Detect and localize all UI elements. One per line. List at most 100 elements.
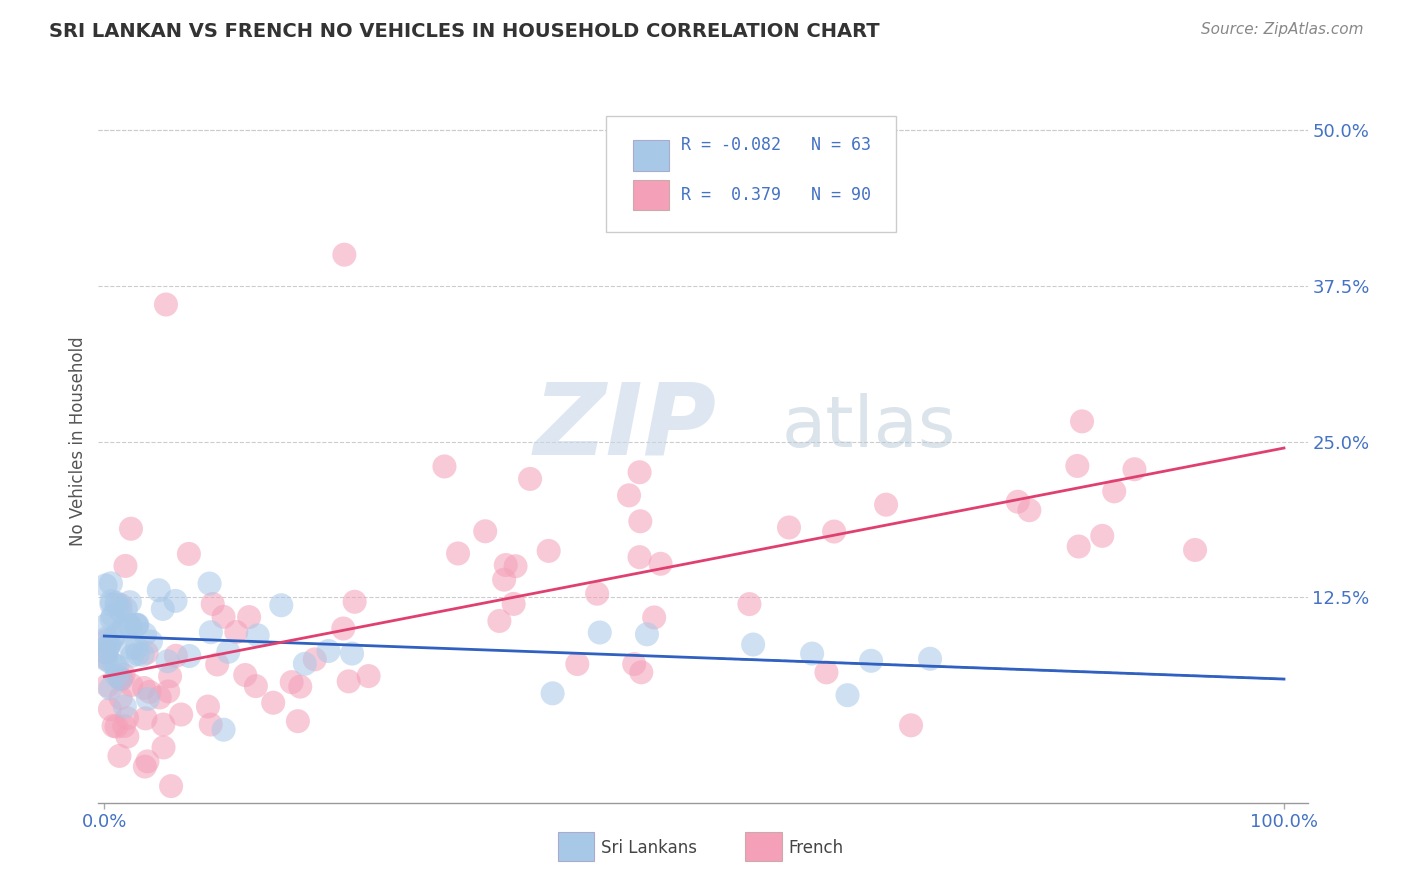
Point <box>159 669 181 683</box>
Point <box>225 624 247 639</box>
Point <box>125 640 148 655</box>
Point <box>108 748 131 763</box>
Point <box>97 638 120 652</box>
Point <box>860 211 883 225</box>
Text: Source: ZipAtlas.com: Source: ZipAtlas.com <box>1201 22 1364 37</box>
Point <box>152 602 174 616</box>
Point <box>778 520 800 534</box>
Point <box>121 648 143 663</box>
Text: French: French <box>789 838 844 856</box>
Point <box>120 678 142 692</box>
Point <box>160 779 183 793</box>
Point <box>617 488 640 502</box>
Point <box>304 652 326 666</box>
Point <box>117 617 139 632</box>
Point <box>105 627 128 641</box>
Point <box>117 730 139 744</box>
Point <box>165 594 187 608</box>
Y-axis label: No Vehicles in Household: No Vehicles in Household <box>69 336 87 547</box>
Point <box>105 720 128 734</box>
Point <box>118 595 141 609</box>
Point <box>294 657 316 671</box>
Text: R = -0.082   N = 63: R = -0.082 N = 63 <box>682 136 872 154</box>
Point <box>155 297 177 311</box>
Point <box>104 658 127 673</box>
Point <box>114 558 136 573</box>
Point <box>343 595 366 609</box>
Point <box>170 707 193 722</box>
Point <box>115 711 138 725</box>
Point <box>107 598 129 612</box>
Point <box>110 672 132 686</box>
Point <box>110 598 132 612</box>
Point <box>628 514 651 528</box>
Point <box>519 472 541 486</box>
Point <box>586 587 609 601</box>
Point <box>105 659 128 673</box>
Point <box>628 550 651 565</box>
Point <box>280 675 302 690</box>
Text: SRI LANKAN VS FRENCH NO VEHICLES IN HOUSEHOLD CORRELATION CHART: SRI LANKAN VS FRENCH NO VEHICLES IN HOUS… <box>49 22 880 41</box>
Point <box>357 669 380 683</box>
Point <box>623 657 645 671</box>
Point <box>212 723 235 737</box>
FancyBboxPatch shape <box>633 180 669 211</box>
Point <box>1091 529 1114 543</box>
Point <box>110 672 132 686</box>
Point <box>110 672 132 686</box>
FancyBboxPatch shape <box>745 831 782 861</box>
Text: R =  0.379   N = 90: R = 0.379 N = 90 <box>682 186 872 204</box>
Point <box>127 617 149 632</box>
Text: ZIP: ZIP <box>534 378 717 475</box>
Point <box>340 647 363 661</box>
Point <box>1123 462 1146 476</box>
Point <box>630 665 652 680</box>
Point <box>156 654 179 668</box>
Point <box>333 248 356 262</box>
Point <box>505 559 527 574</box>
Point <box>900 718 922 732</box>
Point <box>120 522 142 536</box>
Point <box>94 618 117 632</box>
Point <box>433 459 456 474</box>
Point <box>200 625 222 640</box>
Point <box>447 546 470 560</box>
Point <box>1184 543 1206 558</box>
Point <box>132 681 155 695</box>
Point <box>114 699 136 714</box>
FancyBboxPatch shape <box>606 116 897 232</box>
Point <box>115 602 138 616</box>
Point <box>125 618 148 632</box>
Point <box>94 650 117 665</box>
Point <box>94 578 117 592</box>
Point <box>287 714 309 728</box>
Point <box>650 557 672 571</box>
Point <box>101 608 124 623</box>
Point <box>205 657 228 672</box>
Point <box>120 640 142 655</box>
Point <box>125 617 148 632</box>
Point <box>636 627 658 641</box>
Text: Sri Lankans: Sri Lankans <box>602 838 697 856</box>
Point <box>502 597 524 611</box>
Text: atlas: atlas <box>782 392 956 461</box>
Point <box>101 632 124 647</box>
Point <box>110 604 132 618</box>
Point <box>112 618 135 632</box>
Point <box>96 679 118 693</box>
Point <box>96 633 118 648</box>
Point <box>100 612 122 626</box>
Point <box>1102 484 1125 499</box>
Point <box>200 717 222 731</box>
Point <box>337 674 360 689</box>
Point <box>1066 458 1088 473</box>
Point <box>105 596 128 610</box>
Point <box>246 628 269 642</box>
Point <box>94 652 117 666</box>
Point <box>98 655 121 669</box>
Point <box>318 644 340 658</box>
Point <box>112 719 135 733</box>
Point <box>138 685 160 699</box>
Point <box>120 619 142 633</box>
Point <box>179 648 201 663</box>
